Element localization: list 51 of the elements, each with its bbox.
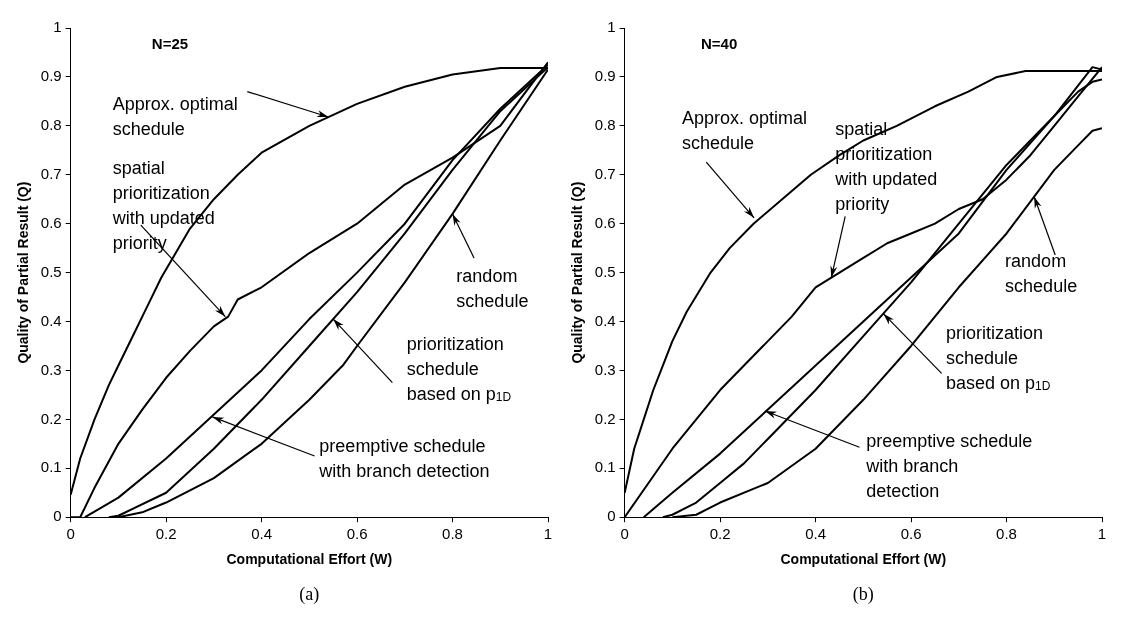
- x-tick-label: 0: [66, 525, 75, 543]
- y-tick-label: 0.1: [594, 458, 616, 476]
- y-tick-label: 0.5: [40, 262, 62, 280]
- text: N=40: [701, 35, 738, 53]
- annotation: prioritization schedule based on p1D: [945, 322, 1051, 393]
- y-tick-label: 0.1: [40, 458, 62, 476]
- x-axis-title: Computational Effort (W): [780, 551, 947, 568]
- text: (b): [852, 583, 874, 605]
- x-tick-label: 0.6: [346, 525, 368, 543]
- annotation: preemptive schedule with branch detection: [865, 431, 1033, 502]
- y-tick-label: 0.9: [40, 67, 62, 85]
- annotation: prioritization schedule based on p1D: [406, 334, 512, 405]
- y-tick-label: 0.5: [594, 262, 616, 280]
- x-tick-label: 0.2: [709, 525, 731, 543]
- y-tick-label: 0.9: [594, 67, 616, 85]
- y-tick-label: 0.3: [594, 360, 616, 378]
- y-tick-label: 0.4: [594, 311, 616, 329]
- annotation: random schedule: [1005, 251, 1078, 296]
- x-axis-title: Computational Effort (W): [226, 551, 393, 568]
- y-axis-title: Quality of Partial Result (Q): [569, 181, 586, 364]
- y-tick-label: 0.8: [40, 115, 62, 133]
- x-tick-label: 0.4: [251, 525, 273, 543]
- y-tick-label: 0.7: [594, 164, 616, 182]
- y-tick-label: 0.4: [40, 311, 62, 329]
- y-tick-label: 0.7: [40, 164, 62, 182]
- annotation: Approx. optimal schedule: [112, 94, 238, 140]
- y-tick-label: 0.8: [594, 115, 616, 133]
- text: (a): [299, 583, 320, 605]
- y-tick-label: 0.2: [40, 409, 62, 427]
- annotation: Approx. optimal schedule: [681, 108, 807, 154]
- x-tick-label: 1: [1097, 525, 1107, 543]
- x-tick-label: 1: [543, 525, 553, 543]
- x-tick-label: 0: [620, 525, 629, 543]
- x-tick-label: 0.6: [900, 525, 922, 543]
- x-tick-label: 0.8: [996, 525, 1017, 543]
- annotation: preemptive schedule with branch detection: [318, 435, 490, 481]
- x-tick-label: 0.8: [442, 525, 463, 543]
- y-tick-label: 0: [53, 507, 62, 525]
- y-tick-label: 1: [607, 18, 616, 36]
- y-tick-label: 1: [53, 18, 62, 36]
- y-tick-label: 0.3: [40, 360, 62, 378]
- x-tick-label: 0.4: [805, 525, 827, 543]
- annotation: spatial prioritization with updated priority: [834, 118, 938, 214]
- y-axis-title: Quality of Partial Result (Q): [15, 181, 32, 364]
- x-tick-label: 0.2: [155, 525, 177, 543]
- text: N=25: [151, 35, 189, 53]
- y-tick-label: 0.6: [594, 213, 616, 231]
- y-tick-label: 0: [607, 507, 616, 525]
- annotation: random schedule: [456, 265, 529, 311]
- y-tick-label: 0.2: [594, 409, 616, 427]
- y-tick-label: 0.6: [40, 213, 62, 231]
